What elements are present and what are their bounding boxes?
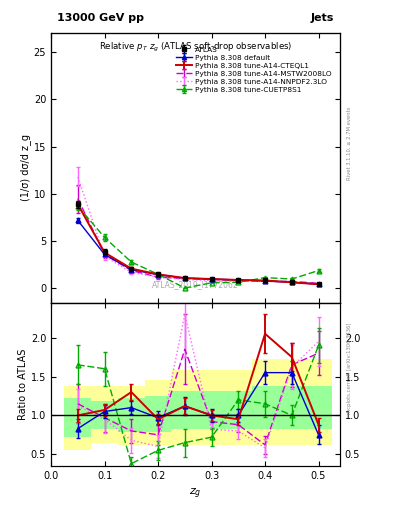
Y-axis label: (1/σ) dσ/d z_g: (1/σ) dσ/d z_g [20,135,31,201]
Legend: ATLAS, Pythia 8.308 default, Pythia 8.308 tune-A14-CTEQL1, Pythia 8.308 tune-A14: ATLAS, Pythia 8.308 default, Pythia 8.30… [174,45,333,94]
X-axis label: $z_g$: $z_g$ [189,486,202,501]
Text: ATLAS_2019_I1772062: ATLAS_2019_I1772062 [152,280,239,289]
Text: Rivet 3.1.10, ≥ 2.7M events: Rivet 3.1.10, ≥ 2.7M events [347,106,352,180]
Text: 13000 GeV pp: 13000 GeV pp [57,12,144,23]
Text: Jets: Jets [311,12,334,23]
Y-axis label: Ratio to ATLAS: Ratio to ATLAS [18,349,28,420]
Text: Relative $p_T$ $z_g$ (ATLAS soft-drop observables): Relative $p_T$ $z_g$ (ATLAS soft-drop ob… [99,41,292,54]
Text: mcplots.cern.ch [arXiv:1306.3436]: mcplots.cern.ch [arXiv:1306.3436] [347,323,352,414]
